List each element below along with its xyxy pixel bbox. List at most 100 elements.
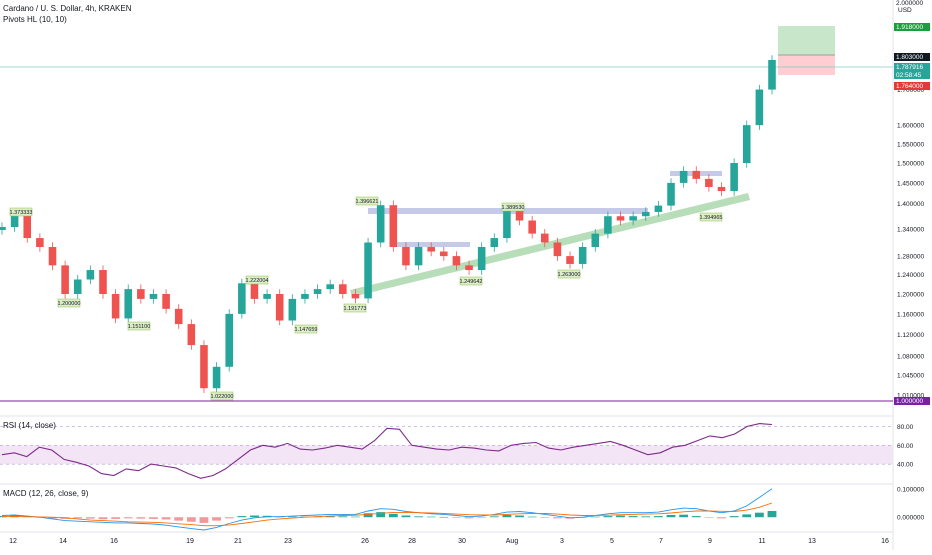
pivot-low-label: 1.263000 bbox=[558, 272, 581, 278]
macd-histogram-bar bbox=[401, 515, 411, 518]
candle-body bbox=[364, 242, 372, 299]
candle-body bbox=[553, 242, 562, 257]
macd-histogram-bar bbox=[742, 514, 752, 518]
pivot-label-box bbox=[501, 202, 525, 212]
candle-body bbox=[48, 247, 57, 266]
price-tick-label: 1.010000 bbox=[897, 393, 924, 400]
pivot-label-box bbox=[57, 298, 81, 308]
candle-body bbox=[200, 345, 208, 389]
candle-body bbox=[730, 163, 738, 192]
candle-body bbox=[440, 251, 448, 257]
candle-body bbox=[162, 293, 170, 309]
candle-body bbox=[654, 205, 663, 212]
pivot-high-label: 1.389530 bbox=[502, 205, 525, 211]
candle-body bbox=[742, 125, 751, 164]
candle-body bbox=[679, 170, 688, 183]
macd-histogram-bar bbox=[717, 517, 726, 519]
candle-body bbox=[591, 233, 600, 248]
macd-histogram-bar bbox=[136, 517, 146, 519]
macd-histogram-bar bbox=[729, 516, 739, 518]
time-tick-label: 30 bbox=[458, 538, 466, 545]
price-marker-label: 1.000000 bbox=[896, 398, 923, 405]
candle-body bbox=[414, 247, 423, 266]
currency-label: USD bbox=[898, 7, 912, 14]
time-tick-label: Aug bbox=[506, 538, 519, 545]
macd-histogram-bar bbox=[73, 517, 83, 519]
macd-histogram-bar bbox=[250, 515, 259, 518]
price-marker-entry bbox=[894, 53, 930, 61]
price-tick-label: 1.400000 bbox=[897, 201, 924, 208]
candle-body bbox=[566, 256, 574, 264]
macd-histogram-bar bbox=[426, 516, 436, 518]
pivot-label-box bbox=[294, 324, 318, 334]
price-marker-label: 1.764000 bbox=[896, 83, 923, 90]
macd-histogram-bar bbox=[679, 514, 689, 518]
candle-body bbox=[402, 247, 410, 266]
time-tick-label: 9 bbox=[708, 538, 712, 545]
macd-histogram-bar bbox=[628, 516, 638, 518]
macd-histogram-bar bbox=[653, 516, 663, 518]
candle-body bbox=[275, 293, 284, 321]
candle-body bbox=[477, 247, 486, 271]
macd-histogram-bar bbox=[338, 516, 348, 518]
candle-body bbox=[692, 170, 701, 179]
macd-histogram-bar bbox=[111, 517, 121, 519]
price-marker-stop bbox=[894, 82, 930, 90]
candle-body bbox=[629, 216, 637, 221]
candle-body bbox=[503, 208, 511, 239]
macd-histogram-bar bbox=[603, 516, 613, 518]
macd-title: MACD (12, 26, close, 9) bbox=[3, 489, 89, 498]
rsi-tick-label: 40.00 bbox=[897, 462, 914, 469]
price-marker-target bbox=[894, 23, 930, 31]
macd-histogram-bar bbox=[98, 517, 108, 520]
time-tick-label: 5 bbox=[610, 538, 614, 545]
price-tick-label: 1.200000 bbox=[897, 291, 924, 298]
rsi-title: RSI (14, close) bbox=[3, 421, 56, 430]
macd-histogram-bar bbox=[641, 516, 651, 518]
macd-histogram-bar bbox=[691, 516, 701, 518]
candle-body bbox=[515, 208, 524, 221]
macd-histogram-bar bbox=[363, 513, 373, 518]
candle-body bbox=[288, 298, 297, 321]
pivot-label-box bbox=[343, 303, 367, 313]
macd-histogram-bar bbox=[212, 517, 222, 521]
macd-histogram-bar bbox=[351, 516, 360, 518]
candle-body bbox=[301, 293, 309, 299]
pivot-low-label: 1.191773 bbox=[344, 306, 367, 312]
macd-histogram-bar bbox=[552, 517, 562, 519]
candle-body bbox=[10, 214, 19, 228]
price-tick-label: 1.340000 bbox=[897, 227, 924, 234]
time-tick-label: 13 bbox=[808, 538, 816, 545]
candle-body bbox=[36, 238, 44, 248]
pivot-low-label: 1.249642 bbox=[460, 279, 483, 285]
macd-histogram-bar bbox=[414, 516, 423, 518]
price-marker-label: 1.787916 bbox=[896, 64, 923, 71]
macd-histogram-bar bbox=[515, 515, 524, 518]
macd-histogram-bar bbox=[149, 517, 158, 519]
candle-body bbox=[99, 270, 107, 294]
pivot-high-label: 1.222004 bbox=[246, 278, 269, 284]
symbol-title: Cardano / U. S. Dollar, 4h, KRAKEN bbox=[3, 4, 132, 13]
pivot-low-label: 1.200000 bbox=[58, 301, 81, 307]
macd-histogram-bar bbox=[616, 515, 625, 518]
candle-body bbox=[137, 289, 145, 299]
price-tick-label: 1.600000 bbox=[897, 123, 924, 130]
candle-body bbox=[225, 313, 233, 367]
time-tick-label: 16 bbox=[881, 538, 889, 545]
price-marker-label: 1.803000 bbox=[896, 54, 923, 61]
macd-histogram-bar bbox=[477, 517, 487, 518]
candle-body bbox=[149, 293, 158, 299]
macd-histogram-bar bbox=[767, 510, 777, 518]
price-tick-label: 1.500000 bbox=[897, 161, 924, 168]
candle-body bbox=[250, 283, 259, 299]
candle-body bbox=[578, 247, 587, 264]
candle-body bbox=[452, 256, 461, 266]
macd-histogram-bar bbox=[489, 516, 499, 518]
candle-body bbox=[604, 216, 612, 234]
pivot-low-label: 1.394965 bbox=[700, 215, 723, 221]
macd-tick-label: 0.000000 bbox=[897, 515, 924, 522]
pivot-low-label: 1.147659 bbox=[295, 327, 318, 333]
candle-body bbox=[389, 205, 398, 248]
macd-histogram-bar bbox=[502, 514, 512, 518]
